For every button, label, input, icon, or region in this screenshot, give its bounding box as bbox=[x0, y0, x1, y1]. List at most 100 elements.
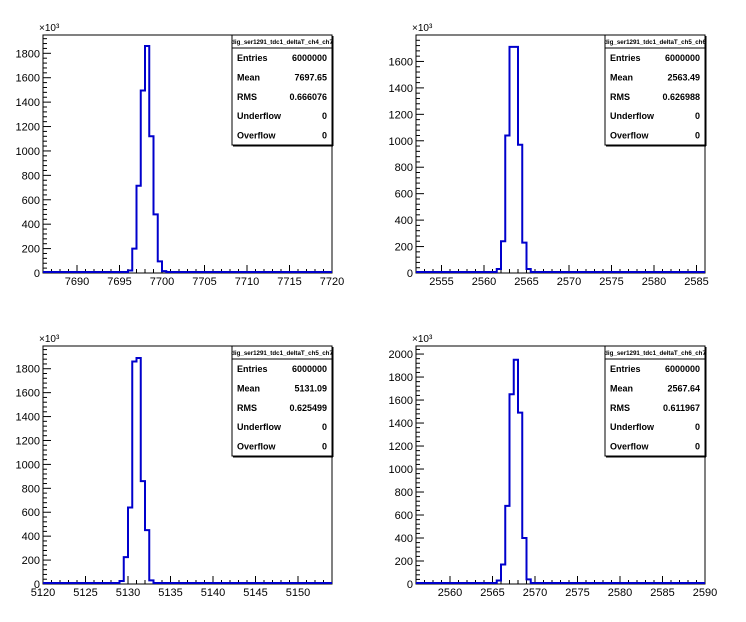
y-tick-label: 400 bbox=[22, 219, 40, 231]
histogram-bin bbox=[518, 145, 522, 273]
x-tick-label: 5130 bbox=[116, 587, 140, 599]
y-tick-label: 1400 bbox=[16, 412, 40, 424]
stats-label: Entries bbox=[237, 53, 268, 63]
x-tick-label: 5140 bbox=[201, 587, 225, 599]
stats-box-frame bbox=[231, 34, 333, 146]
stats-box-shadow-bottom bbox=[606, 145, 706, 147]
y-tick-label: 1600 bbox=[16, 73, 40, 85]
x-tick-label: 2580 bbox=[642, 276, 666, 288]
histogram-bin bbox=[158, 261, 162, 273]
histogram-bin bbox=[497, 269, 501, 273]
y-tick-label: 800 bbox=[395, 162, 413, 174]
stats-label: Underflow bbox=[610, 422, 655, 432]
stats-box-shadow-bottom bbox=[233, 145, 333, 147]
stats-value: 2563.49 bbox=[667, 72, 700, 82]
histogram-bin bbox=[522, 538, 526, 584]
stats-value: 0 bbox=[322, 131, 327, 141]
y-tick-label: 1200 bbox=[16, 435, 40, 447]
y-tick-label: 400 bbox=[22, 531, 40, 543]
histogram-bin bbox=[162, 271, 166, 273]
y-tick-label: 800 bbox=[22, 170, 40, 182]
x-tick-label: 2580 bbox=[608, 587, 632, 599]
stats-label: Entries bbox=[610, 53, 641, 63]
histogram-bin bbox=[501, 241, 505, 273]
y-tick-label: 1800 bbox=[16, 48, 40, 60]
y-tick-label: 800 bbox=[395, 487, 413, 499]
stats-box: dig_ser1291_tdc1_deltaT_ch6_ch7 Entries 60… bbox=[604, 345, 707, 458]
x-tick-label: 2560 bbox=[472, 276, 496, 288]
x-tick-label: 2570 bbox=[523, 587, 547, 599]
stats-box-title: dig_ser1291_tdc1_deltaT_ch6_ch7 bbox=[604, 350, 706, 357]
histogram-bin bbox=[505, 135, 509, 273]
histogram-bin bbox=[505, 506, 509, 584]
y-tick-label: 0 bbox=[34, 268, 40, 280]
y-tick-label: 200 bbox=[22, 244, 40, 256]
y-tick-label: 600 bbox=[395, 510, 413, 522]
stats-box-title: dig_ser1291_tdc1_deltaT_ch5_ch6 bbox=[604, 39, 706, 46]
stats-label: Mean bbox=[237, 72, 260, 82]
stats-value: 0 bbox=[695, 442, 700, 452]
x-tick-label: 7690 bbox=[65, 276, 89, 288]
stats-value: 6000000 bbox=[292, 364, 327, 374]
stats-box-shadow-right bbox=[705, 36, 707, 146]
y-tick-label: 2000 bbox=[389, 349, 413, 361]
histogram-bin bbox=[145, 46, 149, 273]
x-tick-label: 5125 bbox=[73, 587, 97, 599]
y-tick-label: 0 bbox=[407, 268, 413, 280]
stats-value: 0.611967 bbox=[663, 403, 700, 413]
stats-label: Underflow bbox=[237, 422, 282, 432]
y-tick-label: 600 bbox=[22, 195, 40, 207]
x-tick-label: 2555 bbox=[429, 276, 453, 288]
histogram-bin bbox=[137, 186, 141, 273]
x-tick-label: 2570 bbox=[557, 276, 581, 288]
stats-value: 0 bbox=[322, 422, 327, 432]
y-tick-label: 1200 bbox=[389, 109, 413, 121]
histogram-outline bbox=[416, 45, 705, 273]
y-tick-label: 1000 bbox=[389, 464, 413, 476]
stats-value: 2567.64 bbox=[667, 383, 700, 393]
stats-value: 7697.65 bbox=[294, 72, 327, 82]
stats-label: Entries bbox=[237, 364, 268, 374]
histogram-outline bbox=[416, 358, 705, 584]
y-tick-label: 1200 bbox=[389, 441, 413, 453]
histogram-bin bbox=[141, 481, 145, 584]
histogram-bin bbox=[518, 413, 522, 584]
stats-box-title: dig_ser1291_tdc1_deltaT_ch4_ch7 bbox=[231, 39, 333, 46]
x-tick-label: 7715 bbox=[277, 276, 301, 288]
stats-box: dig_ser1291_tdc1_deltaT_ch5_ch6 Entries 60… bbox=[604, 34, 707, 147]
stats-label: Entries bbox=[610, 364, 641, 374]
histogram-pad-4: ×10³ 0 200 400 600 800 1000 1200 1400 1600 1800 200… bbox=[389, 334, 718, 599]
stats-value: 5131.09 bbox=[294, 383, 327, 393]
y-tick-label: 200 bbox=[22, 555, 40, 567]
stats-box-shadow-right bbox=[332, 347, 334, 457]
stats-value: 6000000 bbox=[292, 53, 327, 63]
y-tick-label: 1400 bbox=[16, 97, 40, 109]
histogram-bin bbox=[132, 249, 136, 273]
x-tick-label: 2565 bbox=[480, 587, 504, 599]
stats-box-frame bbox=[604, 345, 706, 457]
stats-label: Underflow bbox=[237, 111, 282, 121]
y-tick-label: 1600 bbox=[389, 56, 413, 68]
stats-label: RMS bbox=[237, 92, 257, 102]
x-tick-label: 7695 bbox=[107, 276, 131, 288]
y-tick-label: 1800 bbox=[16, 364, 40, 376]
histogram-bin bbox=[132, 362, 136, 584]
histogram-bin bbox=[149, 580, 153, 584]
x-tick-label: 2560 bbox=[438, 587, 462, 599]
stats-box-title: dig_ser1291_tdc1_deltaT_ch5_ch7 bbox=[231, 350, 333, 357]
histogram-outline bbox=[43, 44, 332, 273]
stats-label: RMS bbox=[610, 92, 630, 102]
stats-value: 6000000 bbox=[665, 364, 700, 374]
histogram-bin bbox=[120, 581, 124, 584]
stats-value: 0.626988 bbox=[662, 92, 700, 102]
y-tick-label: 200 bbox=[395, 556, 413, 568]
histogram-bin bbox=[128, 271, 132, 273]
stats-label: Overflow bbox=[237, 131, 277, 141]
x-tick-label: 2585 bbox=[684, 276, 708, 288]
y-tick-label: 1000 bbox=[16, 459, 40, 471]
stats-box: dig_ser1291_tdc1_deltaT_ch4_ch7 Entries 60… bbox=[231, 34, 334, 147]
stats-label: RMS bbox=[237, 403, 257, 413]
y-exponent-label: ×10³ bbox=[412, 334, 433, 345]
y-tick-label: 0 bbox=[407, 579, 413, 591]
y-tick-label: 1400 bbox=[389, 83, 413, 95]
